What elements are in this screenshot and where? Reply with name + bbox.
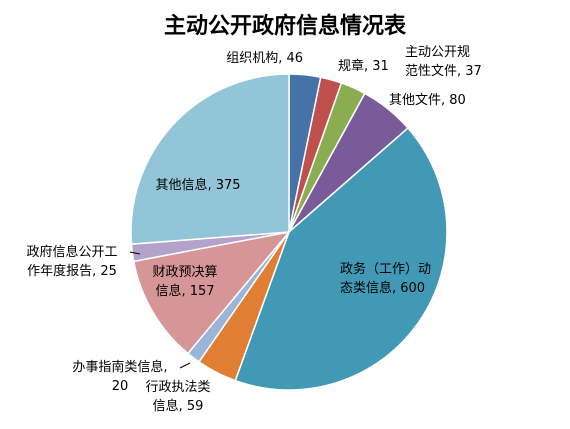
slice-labels: 组织机构, 46 规章, 31 主动公开规范性文件, 37 其他文件, 80 政务（工作… — [26, 45, 481, 414]
pie-slice — [132, 230, 291, 355]
slice-label: 政府信息公开工作年度报告, 25 — [26, 244, 117, 279]
pie-slice — [234, 126, 448, 391]
leader-line — [179, 362, 191, 369]
slice-label: 主动公开规范性文件, 37 — [405, 45, 482, 79]
slice-label: 行政执法类信息, 59 — [145, 380, 210, 414]
pie-slice — [130, 73, 290, 245]
pie-slices — [130, 73, 448, 391]
chart-title: 主动公开政府信息情况表 — [163, 13, 406, 39]
leader-line — [129, 251, 141, 255]
slice-label: 规章, 31 — [338, 58, 389, 74]
slice-label: 其他文件, 80 — [389, 93, 466, 108]
slice-label: 办事指南类信息, 20 — [72, 359, 167, 394]
slice-label: 财政预决算信息, 157 — [152, 265, 217, 299]
slice-label: 组织机构, 46 — [226, 51, 303, 66]
leader-lines — [129, 251, 191, 369]
slice-label: 其他信息, 375 — [155, 177, 240, 193]
slice-label: 政务（工作）动态类信息, 600 — [340, 261, 431, 296]
